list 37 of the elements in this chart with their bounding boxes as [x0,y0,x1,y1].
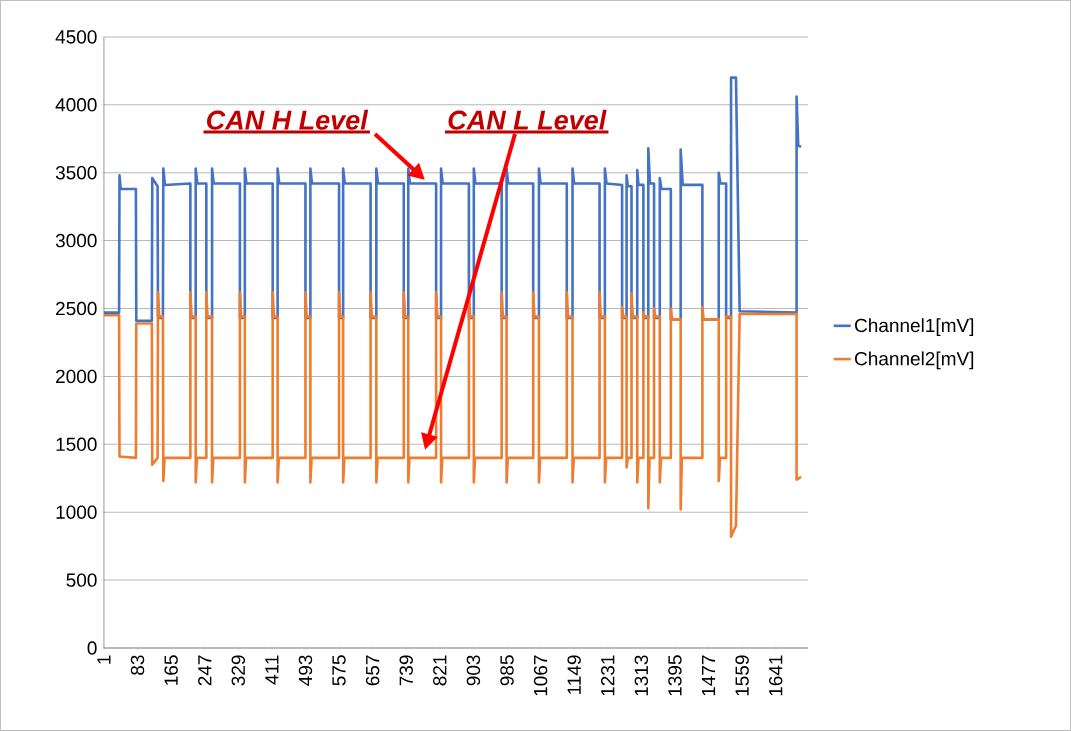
x-tick-label: 739 [399,655,413,686]
annotation: CAN H Level [207,109,369,130]
y-tick-label: 4000 [55,98,97,112]
legend-label: Channel2[mV] [855,351,974,370]
legend-label: Channel1[mV] [855,318,974,336]
x-tick-label: 329 [231,655,246,686]
x-tick-label: 1641 [768,655,783,696]
x-tick-label: 821 [433,655,447,686]
y-tick-label: 3500 [55,166,97,180]
x-tick-label: 903 [466,655,481,686]
x-tick-label: 1231 [601,655,615,696]
y-tick-label: 3000 [55,233,97,248]
x-tick-label: 1 [97,655,111,664]
x-tick-label: 657 [365,655,380,686]
x-tick-label: 1313 [634,655,649,696]
y-tick-label: 1000 [56,505,97,519]
y-tick-label: 2500 [56,301,97,316]
x-tick-label: 493 [298,655,313,686]
annotation: CAN L Level [448,109,607,130]
x-tick-label: 1149 [567,655,581,694]
x-tick-label: 83 [130,655,145,675]
x-tick-label: 1395 [668,655,682,696]
x-tick-label: 575 [332,655,346,686]
x-tick-label: 985 [500,655,514,686]
y-tick-label: 4500 [55,30,97,44]
y-tick-label: 2000 [56,369,97,384]
x-tick-label: 1067 [533,655,548,696]
x-tick-label: 411 [265,655,279,685]
y-tick-label: 500 [66,573,97,587]
line-series [102,76,803,323]
x-tick-label: 1477 [701,655,716,696]
y-tick-label: 1500 [56,437,97,452]
x-tick-label: 165 [164,655,178,685]
line-series [102,290,803,538]
x-tick-label: 247 [198,655,212,686]
y-tick-label: 0 [87,641,97,655]
x-tick-label: 1559 [735,655,749,696]
